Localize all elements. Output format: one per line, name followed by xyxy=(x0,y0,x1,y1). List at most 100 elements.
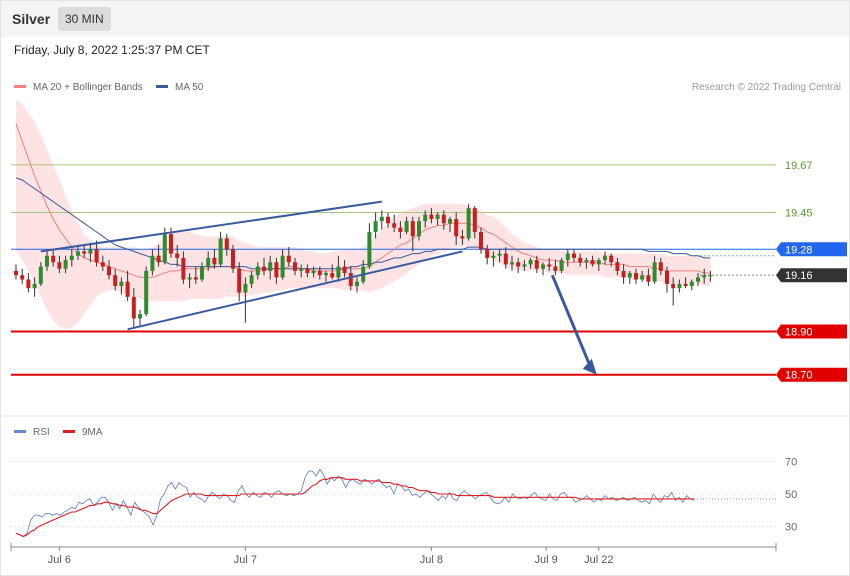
level-label-support_1: 18.90 xyxy=(785,326,813,338)
channel-upper-line xyxy=(40,200,382,253)
candle-body xyxy=(26,279,31,289)
candle-body xyxy=(454,218,459,237)
candle-body xyxy=(534,260,539,269)
level-label-last: 19.16 xyxy=(785,270,813,282)
rsi-tick-label-30: 30 xyxy=(785,522,797,534)
level-badge-last xyxy=(776,268,847,283)
rsi-ma-line xyxy=(15,477,694,538)
candle-body xyxy=(144,270,149,315)
candle-body xyxy=(516,262,521,267)
candle-body xyxy=(175,253,180,258)
candle-body xyxy=(627,273,632,278)
candle-body xyxy=(57,262,62,269)
candle-body xyxy=(491,255,496,258)
candle-body xyxy=(503,253,508,265)
candle-body xyxy=(379,216,384,222)
candle-body xyxy=(45,255,49,267)
candle-body xyxy=(342,266,347,274)
candle-body xyxy=(510,262,514,265)
x-tick-label: Jul 22 xyxy=(584,554,613,566)
candle-body xyxy=(311,270,316,274)
candle-body xyxy=(336,266,341,278)
candle-body xyxy=(119,281,124,287)
forecast-arrow-line xyxy=(550,274,593,369)
candle-body xyxy=(634,273,638,280)
time-axis: Jul 6 Jul 7 Jul 8 Jul 9 Jul 22 xyxy=(10,543,777,566)
chart-datetime: Friday, July 8, 2022 1:25:37 PM CET xyxy=(14,43,210,57)
x-tick-label: Jul 8 xyxy=(420,554,443,566)
candle-body xyxy=(206,257,211,267)
candle-body xyxy=(553,266,558,271)
candle-body xyxy=(423,214,428,222)
candle-body xyxy=(658,262,663,271)
candle-body xyxy=(386,216,390,224)
legend-swatch-ma50 xyxy=(156,85,168,88)
candle-body xyxy=(299,268,304,271)
rsi-plot: 30 50 70 xyxy=(11,456,797,538)
header-bar: Silver 30 MIN xyxy=(1,1,849,37)
candle-body xyxy=(231,249,235,269)
candle-body xyxy=(541,264,545,269)
interval-button[interactable]: 30 MIN xyxy=(58,7,111,31)
candle-body xyxy=(404,221,409,232)
candle-body xyxy=(528,260,533,265)
candle-body xyxy=(410,221,415,237)
candle-body xyxy=(429,214,434,219)
candle-body xyxy=(200,266,204,280)
candle-body xyxy=(652,262,657,282)
x-tick-label: Jul 7 xyxy=(234,554,257,566)
candle-body xyxy=(435,214,440,219)
candle-body xyxy=(472,208,477,232)
candle-body xyxy=(683,283,688,287)
candle-body xyxy=(169,234,173,254)
candle-body xyxy=(280,255,285,278)
candle-body xyxy=(417,221,421,237)
legend-swatch-rsi-ma xyxy=(63,430,75,433)
candle-body xyxy=(584,260,589,263)
candle-body xyxy=(156,255,161,263)
candle-body xyxy=(14,270,18,276)
rsi-tick-label-50: 50 xyxy=(785,489,797,501)
legend-label-rsi-ma: 9MA xyxy=(82,427,103,438)
candle-body xyxy=(262,266,266,271)
candle-body xyxy=(193,277,198,280)
candle-body xyxy=(51,255,56,263)
candle-body xyxy=(274,262,279,278)
candle-body xyxy=(243,283,248,293)
candle-body xyxy=(448,218,452,224)
candle-body xyxy=(640,275,645,280)
candle-body xyxy=(603,255,607,261)
candle-body xyxy=(578,257,583,263)
candle-body xyxy=(218,238,223,265)
candle-body xyxy=(32,283,37,289)
candle-body xyxy=(150,255,155,271)
candle-body xyxy=(609,255,614,263)
candle-body xyxy=(559,260,564,271)
legend-swatch-ma20 xyxy=(14,85,26,88)
credit-text: Research © 2022 Trading Central xyxy=(692,82,841,93)
candle-body xyxy=(20,275,25,280)
level-label-resistance_2: 19.67 xyxy=(785,160,813,172)
candle-body xyxy=(237,268,242,293)
candle-body xyxy=(324,273,328,276)
rsi-tick-label-70: 70 xyxy=(785,456,797,468)
candle-body xyxy=(88,249,93,254)
level-label-support_2: 18.70 xyxy=(785,370,813,382)
candle-body xyxy=(348,273,353,287)
forecast-arrow-head xyxy=(582,358,597,375)
candle-body xyxy=(38,266,43,284)
candle-body xyxy=(646,275,651,282)
candle-body xyxy=(671,283,676,289)
instrument-name: Silver xyxy=(12,11,51,27)
candle-body xyxy=(268,262,273,271)
candle-body xyxy=(82,251,87,254)
candle-body xyxy=(113,275,118,287)
level-label-pivot: 19.28 xyxy=(785,244,813,256)
rsi-line xyxy=(15,468,695,538)
x-tick-label: Jul 6 xyxy=(48,554,71,566)
candle-body xyxy=(621,270,626,278)
candle-body xyxy=(702,275,707,278)
level-label-resistance_1: 19.45 xyxy=(785,207,813,219)
bollinger-band xyxy=(16,100,711,330)
